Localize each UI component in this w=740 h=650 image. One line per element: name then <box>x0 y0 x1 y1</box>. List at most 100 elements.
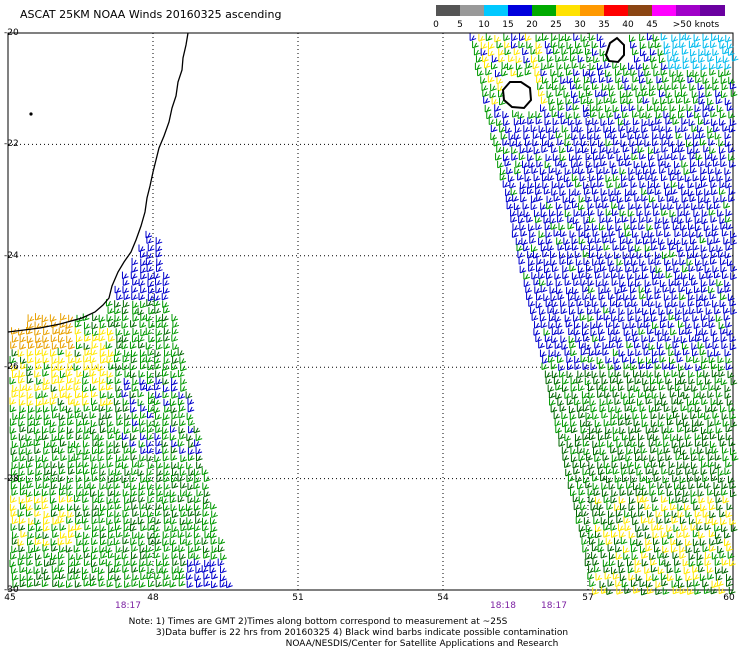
wind-barb <box>591 146 598 155</box>
wind-barb <box>114 348 122 357</box>
latitude-label: -22 <box>4 139 19 150</box>
wind-barb <box>161 496 169 505</box>
wind-barb <box>147 244 155 252</box>
wind-barb <box>555 89 563 97</box>
wind-barb <box>187 404 195 413</box>
wind-barb <box>693 139 700 147</box>
wind-barb <box>591 299 599 308</box>
wind-barb <box>684 383 691 392</box>
wind-barb <box>611 454 619 463</box>
wind-barb <box>711 187 718 196</box>
wind-barb <box>35 468 43 476</box>
wind-barb <box>42 397 50 405</box>
wind-barb <box>681 237 689 246</box>
wind-barb <box>592 117 599 126</box>
wind-barb <box>587 355 595 363</box>
wind-barb <box>630 188 638 196</box>
wind-barb <box>626 376 634 384</box>
wind-barb <box>603 243 611 251</box>
wind-barb <box>657 419 665 428</box>
wind-barb <box>625 159 632 167</box>
wind-barb <box>616 376 624 385</box>
wind-barb <box>648 439 656 447</box>
wind-barb <box>669 209 677 218</box>
wind-barb <box>106 370 114 379</box>
wind-barb <box>552 307 560 315</box>
wind-barb <box>578 453 586 462</box>
wind-barb <box>202 517 209 526</box>
wind-barb <box>646 580 653 588</box>
wind-barb <box>654 251 662 260</box>
wind-barb <box>164 405 171 413</box>
wind-barb <box>58 446 65 454</box>
wind-barb <box>599 334 606 342</box>
wind-barb <box>578 202 585 211</box>
wind-barb <box>670 180 678 188</box>
wind-barb <box>154 544 162 552</box>
wind-barb <box>696 552 704 561</box>
wind-barb <box>67 461 75 469</box>
wind-barb <box>597 251 604 260</box>
wind-barb <box>544 265 551 274</box>
wind-barb <box>108 531 115 539</box>
wind-barb <box>730 419 738 428</box>
wind-barb <box>169 398 177 407</box>
wind-barb <box>667 531 675 540</box>
wind-barb <box>162 538 169 546</box>
wind-barb <box>154 454 161 463</box>
wind-barb <box>51 523 59 532</box>
wind-barb <box>694 474 702 482</box>
wind-barb <box>107 551 115 559</box>
wind-barb <box>148 335 156 343</box>
wind-barb <box>712 265 720 273</box>
wind-barb <box>629 356 637 365</box>
wind-barb <box>572 166 579 175</box>
wind-barb <box>42 531 50 540</box>
wind-barb <box>59 404 67 412</box>
wind-barb <box>146 370 154 379</box>
wind-barb <box>210 552 218 560</box>
wind-barb <box>41 390 49 399</box>
wind-barb <box>555 159 562 167</box>
wind-barb <box>665 90 673 99</box>
wind-barb <box>588 432 596 441</box>
wind-barb <box>115 580 123 589</box>
wind-barb <box>654 187 662 196</box>
wind-barb <box>719 146 726 154</box>
wind-barb <box>582 432 590 441</box>
wind-barb <box>612 467 620 475</box>
wind-barb <box>548 132 556 140</box>
wind-barb <box>51 320 58 328</box>
wind-barb <box>605 475 613 484</box>
wind-barb <box>610 418 618 426</box>
wind-barb <box>163 334 170 342</box>
wind-barb <box>718 250 725 258</box>
wind-barb <box>614 503 621 512</box>
wind-barb <box>28 517 36 526</box>
wind-barb <box>19 565 27 573</box>
wind-barb <box>583 334 590 342</box>
wind-barb <box>503 118 510 126</box>
wind-barb <box>673 54 681 63</box>
wind-barb <box>89 383 97 392</box>
wind-barb <box>26 369 34 377</box>
wind-barb <box>583 517 591 525</box>
wind-barb <box>726 544 733 552</box>
wind-barb <box>684 33 692 41</box>
wind-barb <box>177 439 185 447</box>
wind-barb <box>680 223 687 231</box>
wind-barb <box>531 272 538 280</box>
wind-barb <box>663 369 671 378</box>
wind-barb <box>34 537 42 546</box>
wind-barb <box>557 327 565 335</box>
wind-barb <box>18 461 26 470</box>
wind-barb <box>559 153 567 162</box>
wind-barb <box>81 516 89 524</box>
wind-barb <box>656 523 664 531</box>
wind-barb <box>201 467 209 476</box>
wind-barb <box>688 517 696 525</box>
wind-barb <box>626 447 633 455</box>
wind-barb <box>671 510 679 519</box>
wind-barb <box>73 453 81 461</box>
wind-barb <box>640 446 648 454</box>
